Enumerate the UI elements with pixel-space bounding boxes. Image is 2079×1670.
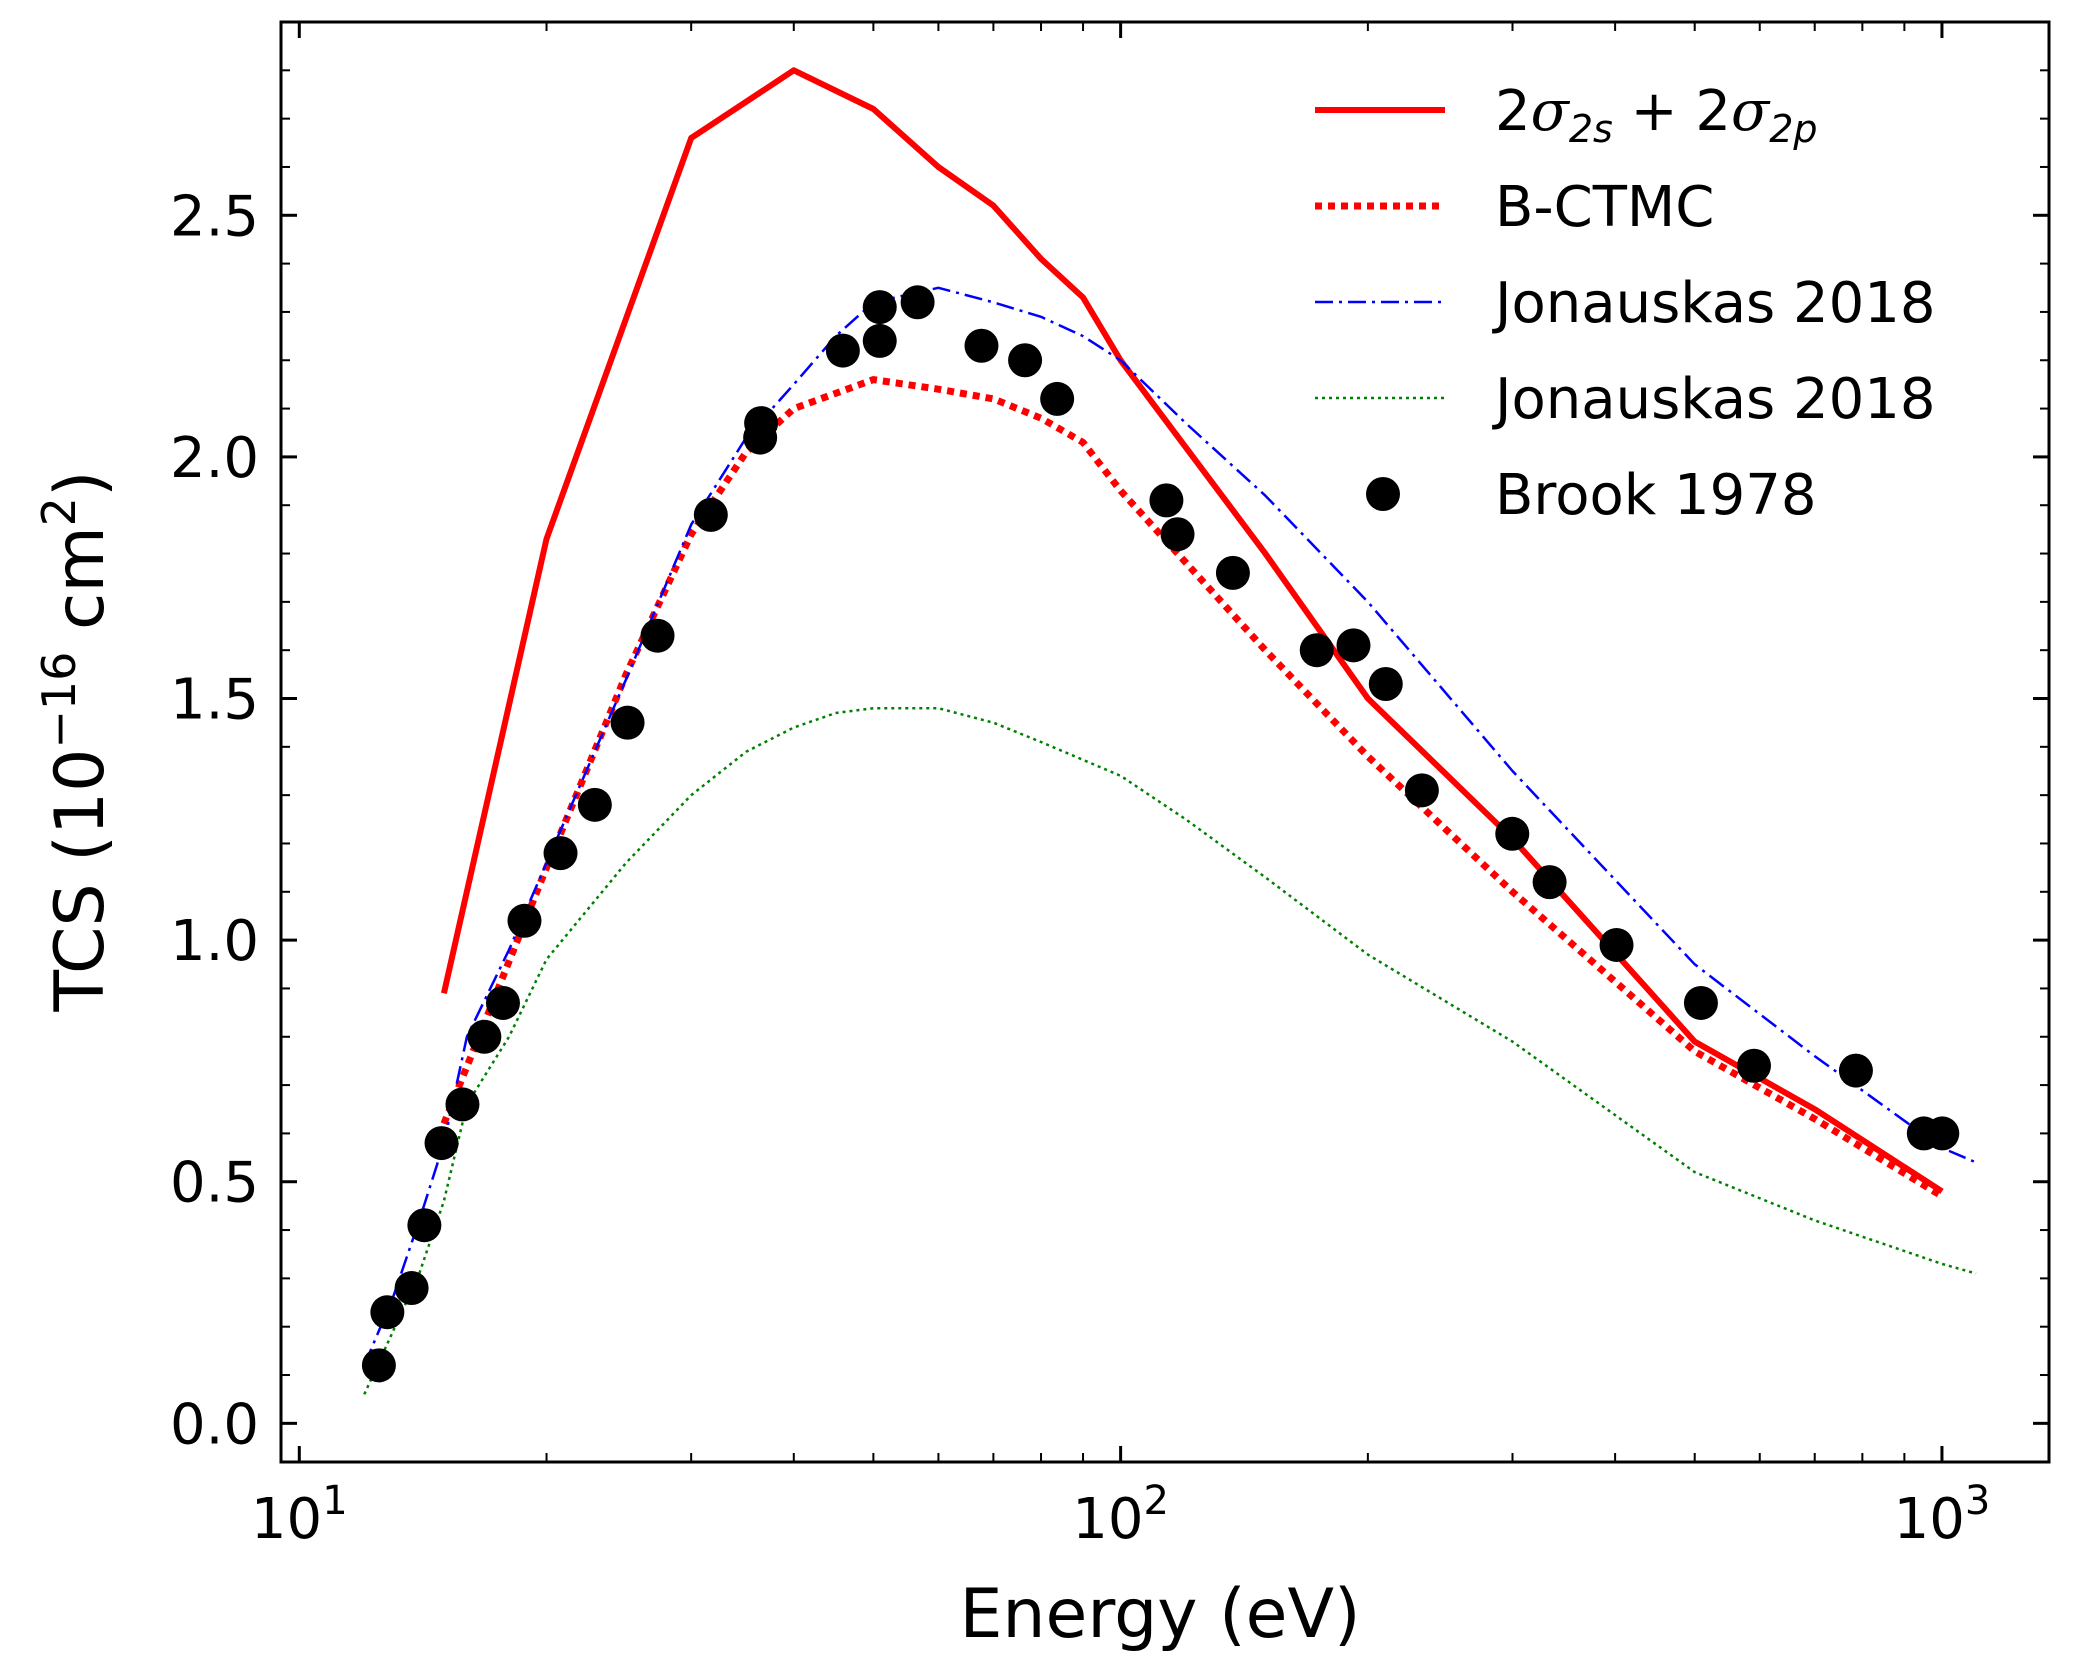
data-point bbox=[1404, 773, 1439, 808]
data-point bbox=[964, 328, 999, 363]
data-point bbox=[1299, 633, 1334, 668]
data-point bbox=[543, 836, 578, 871]
legend-label-part: σ bbox=[1531, 79, 1571, 144]
data-point bbox=[485, 985, 520, 1020]
series-line bbox=[440, 376, 1944, 1200]
data-point bbox=[424, 1126, 459, 1161]
data-point bbox=[1838, 1053, 1873, 1088]
y-axis-title-mid: cm bbox=[41, 526, 120, 651]
data-point bbox=[744, 406, 779, 441]
data-point bbox=[862, 323, 897, 358]
data-point bbox=[1736, 1048, 1771, 1083]
data-point bbox=[361, 1348, 396, 1383]
data-point bbox=[610, 705, 645, 740]
legend-label: B-CTMC bbox=[1495, 175, 1714, 240]
y-tick-label: 1.5 bbox=[170, 668, 259, 733]
data-point bbox=[1368, 667, 1403, 702]
data-point bbox=[862, 290, 897, 325]
data-point bbox=[370, 1295, 405, 1330]
x-tick-label-base: 10 bbox=[251, 1487, 322, 1552]
data-point bbox=[900, 285, 935, 320]
data-point bbox=[445, 1087, 480, 1122]
data-point bbox=[825, 333, 860, 368]
data-point bbox=[1008, 343, 1043, 378]
legend-label-part: 2p bbox=[1769, 107, 1817, 151]
x-tick-label: 101 bbox=[251, 1478, 348, 1552]
legend-label-part: + 2 bbox=[1613, 79, 1731, 144]
y-axis-title-exp2: 2 bbox=[32, 497, 86, 526]
series-3 bbox=[363, 706, 1977, 1395]
legend-label-part: 2s bbox=[1569, 107, 1613, 151]
legend-label: Brook 1978 bbox=[1495, 463, 1816, 528]
data-point bbox=[1215, 555, 1250, 590]
legend-label: 2σ2s + 2σ2p bbox=[1495, 79, 1818, 151]
data-point bbox=[507, 903, 542, 938]
data-point bbox=[1683, 985, 1718, 1020]
data-point bbox=[1599, 927, 1634, 962]
data-point bbox=[1925, 1116, 1960, 1151]
series-line bbox=[363, 286, 1977, 1366]
axis-ticks bbox=[281, 22, 2049, 1462]
data-point bbox=[467, 1019, 502, 1054]
series-4 bbox=[361, 285, 1960, 1383]
legend-label-part: σ bbox=[1731, 79, 1771, 144]
y-tick-label: 0.5 bbox=[170, 1151, 259, 1216]
series-layer bbox=[361, 67, 1977, 1395]
y-tick-label: 1.0 bbox=[170, 909, 259, 974]
y-axis-title-suffix: ) bbox=[41, 470, 120, 497]
data-point bbox=[1040, 381, 1075, 416]
series-1 bbox=[440, 376, 1944, 1200]
y-axis-title-prefix: TCS (10 bbox=[41, 749, 120, 1013]
data-point bbox=[693, 497, 728, 532]
x-tick-label-base: 10 bbox=[1894, 1487, 1965, 1552]
data-point bbox=[394, 1271, 429, 1306]
data-point bbox=[577, 787, 612, 822]
y-tick-label: 2.5 bbox=[170, 184, 259, 249]
y-axis-title-exp: −16 bbox=[32, 652, 86, 749]
data-point bbox=[1336, 628, 1371, 663]
data-point bbox=[1532, 865, 1567, 900]
legend-label-part: 2 bbox=[1495, 79, 1531, 144]
legend-marker bbox=[1366, 477, 1400, 511]
legend-label: Jonauskas 2018 bbox=[1492, 271, 1936, 336]
x-tick-label: 102 bbox=[1072, 1478, 1169, 1552]
data-point bbox=[407, 1208, 442, 1243]
series-line bbox=[363, 706, 1977, 1395]
plot-frame bbox=[279, 20, 2051, 1464]
y-tick-label: 2.0 bbox=[170, 426, 259, 491]
x-tick-label: 103 bbox=[1894, 1478, 1991, 1552]
x-tick-label-exp: 1 bbox=[322, 1478, 347, 1524]
y-tick-label: 0.0 bbox=[170, 1392, 259, 1457]
y-axis-title: TCS (10−16 cm2) bbox=[32, 470, 120, 1012]
x-tick-label-exp: 3 bbox=[1965, 1478, 1990, 1524]
legend-label: Jonauskas 2018 bbox=[1492, 367, 1936, 432]
data-point bbox=[640, 618, 675, 653]
x-axis-title: Energy (eV) bbox=[959, 1575, 1360, 1654]
data-point bbox=[1149, 483, 1184, 518]
x-tick-label-exp: 2 bbox=[1144, 1478, 1169, 1524]
x-tick-label-base: 10 bbox=[1072, 1487, 1143, 1552]
data-point bbox=[1495, 816, 1530, 851]
data-point bbox=[1160, 517, 1195, 552]
series-2 bbox=[363, 286, 1977, 1366]
